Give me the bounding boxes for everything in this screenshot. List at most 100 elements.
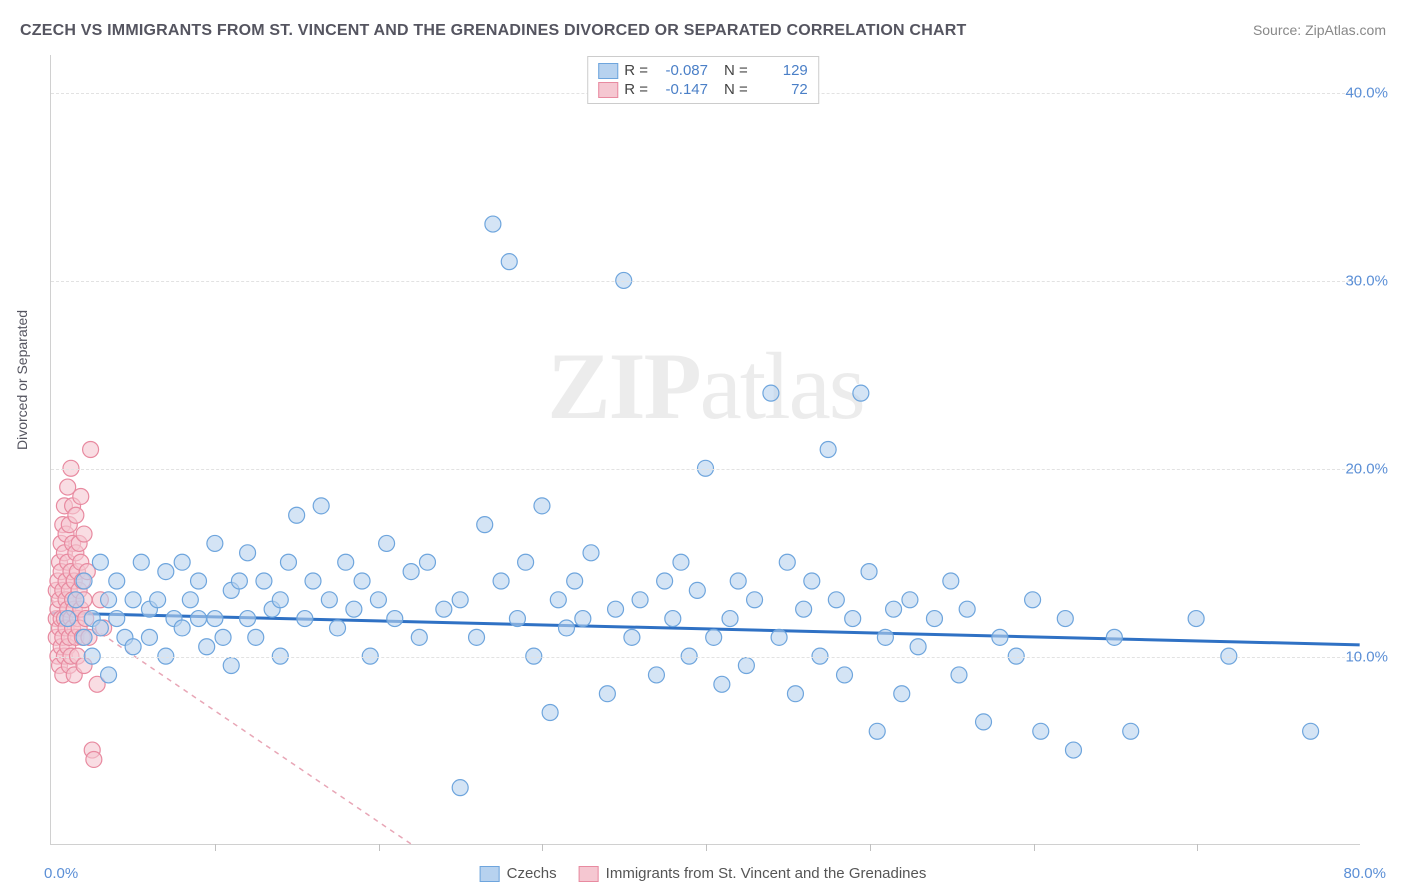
data-point (76, 629, 92, 645)
data-point (550, 592, 566, 608)
data-point (1065, 742, 1081, 758)
data-point (354, 573, 370, 589)
y-tick-label: 40.0% (1345, 84, 1388, 101)
data-point (76, 573, 92, 589)
data-point (109, 611, 125, 627)
gridline (51, 469, 1360, 470)
data-point (542, 705, 558, 721)
data-point (518, 554, 534, 570)
x-axis-max-label: 80.0% (1343, 865, 1386, 882)
gridline (51, 281, 1360, 282)
data-point (387, 611, 403, 627)
data-point (861, 564, 877, 580)
x-tick (379, 844, 380, 851)
x-tick (1197, 844, 1198, 851)
data-point (68, 507, 84, 523)
data-point (959, 601, 975, 617)
data-point (191, 611, 207, 627)
data-point (804, 573, 820, 589)
data-point (330, 620, 346, 636)
data-point (657, 573, 673, 589)
swatch-stvincent-icon (598, 82, 618, 98)
n-value-stvincent: 72 (756, 81, 808, 98)
data-point (272, 592, 288, 608)
swatch-stvincent-icon (579, 866, 599, 882)
data-point (1188, 611, 1204, 627)
data-point (624, 629, 640, 645)
data-point (796, 601, 812, 617)
data-point (902, 592, 918, 608)
n-label: N = (724, 62, 748, 79)
x-tick (870, 844, 871, 851)
data-point (689, 582, 705, 598)
data-point (83, 442, 99, 458)
data-point (240, 611, 256, 627)
data-point (485, 216, 501, 232)
legend-item-czechs: Czechs (480, 865, 557, 882)
x-tick (706, 844, 707, 851)
data-point (338, 554, 354, 570)
y-tick-label: 10.0% (1345, 648, 1388, 665)
data-point (894, 686, 910, 702)
data-point (787, 686, 803, 702)
r-value-stvincent: -0.147 (656, 81, 708, 98)
legend-label-stvincent: Immigrants from St. Vincent and the Gren… (606, 865, 927, 882)
data-point (763, 385, 779, 401)
data-point (280, 554, 296, 570)
data-point (1106, 629, 1122, 645)
data-point (714, 676, 730, 692)
swatch-czechs-icon (598, 63, 618, 79)
correlation-legend: R = -0.087 N = 129 R = -0.147 N = 72 (587, 56, 819, 104)
data-point (207, 535, 223, 551)
data-point (379, 535, 395, 551)
data-point (1025, 592, 1041, 608)
data-point (992, 629, 1008, 645)
data-point (608, 601, 624, 617)
data-point (747, 592, 763, 608)
gridline (51, 657, 1360, 658)
data-point (779, 554, 795, 570)
data-point (837, 667, 853, 683)
data-point (231, 573, 247, 589)
x-tick (215, 844, 216, 851)
data-point (76, 526, 92, 542)
data-point (215, 629, 231, 645)
data-point (109, 573, 125, 589)
data-point (469, 629, 485, 645)
r-value-czechs: -0.087 (656, 62, 708, 79)
data-point (738, 658, 754, 674)
data-point (632, 592, 648, 608)
data-point (101, 592, 117, 608)
data-point (534, 498, 550, 514)
data-point (820, 442, 836, 458)
data-point (575, 611, 591, 627)
legend-item-stvincent: Immigrants from St. Vincent and the Gren… (579, 865, 927, 882)
data-point (289, 507, 305, 523)
data-point (567, 573, 583, 589)
data-point (436, 601, 452, 617)
data-point (1057, 611, 1073, 627)
data-point (665, 611, 681, 627)
data-point (910, 639, 926, 655)
data-point (943, 573, 959, 589)
data-point (886, 601, 902, 617)
data-point (599, 686, 615, 702)
x-tick (542, 844, 543, 851)
legend-row-czechs: R = -0.087 N = 129 (598, 61, 808, 80)
data-point (771, 629, 787, 645)
r-label: R = (624, 81, 648, 98)
data-point (101, 667, 117, 683)
data-point (158, 564, 174, 580)
source-label: Source: ZipAtlas.com (1253, 22, 1386, 38)
n-value-czechs: 129 (756, 62, 808, 79)
data-point (92, 620, 108, 636)
chart-container: CZECH VS IMMIGRANTS FROM ST. VINCENT AND… (0, 0, 1406, 892)
data-point (403, 564, 419, 580)
n-label: N = (724, 81, 748, 98)
x-axis-min-label: 0.0% (44, 865, 78, 882)
data-point (1033, 723, 1049, 739)
data-point (346, 601, 362, 617)
chart-title: CZECH VS IMMIGRANTS FROM ST. VINCENT AND… (20, 22, 966, 40)
x-tick (1034, 844, 1035, 851)
data-point (125, 592, 141, 608)
